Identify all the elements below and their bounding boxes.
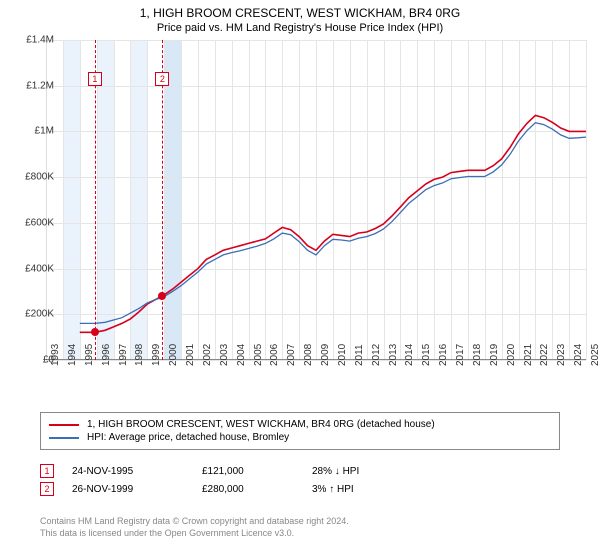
legend-label: 1, HIGH BROOM CRESCENT, WEST WICKHAM, BR…: [87, 419, 435, 430]
chart-title: 1, HIGH BROOM CRESCENT, WEST WICKHAM, BR…: [0, 0, 600, 20]
x-tick-label: 2023: [556, 344, 567, 366]
x-tick-label: 2020: [506, 344, 517, 366]
x-tick-label: 1997: [118, 344, 129, 366]
x-tick-label: 2017: [455, 344, 466, 366]
price-point-badge: 1: [88, 72, 102, 86]
x-tick-label: 2018: [472, 344, 483, 366]
x-tick-label: 2024: [573, 344, 584, 366]
legend: 1, HIGH BROOM CRESCENT, WEST WICKHAM, BR…: [40, 412, 560, 450]
transactions-table: 1 24-NOV-1995£121,00028% ↓ HPI 2 26-NOV-199…: [40, 462, 412, 498]
series-hpi: [80, 123, 586, 324]
legend-item: HPI: Average price, detached house, Brom…: [49, 431, 551, 444]
y-tick-label: £200K: [25, 309, 54, 320]
line-series: [46, 40, 586, 360]
x-tick-label: 2003: [219, 344, 230, 366]
legend-item: 1, HIGH BROOM CRESCENT, WEST WICKHAM, BR…: [49, 418, 551, 431]
x-tick-label: 2008: [303, 344, 314, 366]
x-tick-label: 2004: [236, 344, 247, 366]
transaction-badge: 1: [40, 464, 54, 478]
x-tick-label: 2021: [523, 344, 534, 366]
legend-swatch: [49, 437, 79, 439]
x-tick-label: 1999: [151, 344, 162, 366]
y-tick-label: £1.4M: [26, 35, 54, 46]
transaction-date: 26-NOV-1999: [72, 484, 202, 495]
x-tick-label: 2000: [168, 344, 179, 366]
price-point-marker: [158, 292, 166, 300]
transaction-badge: 2: [40, 482, 54, 496]
transaction-row: 2 26-NOV-1999£280,0003% ↑ HPI: [40, 480, 412, 498]
x-tick-label: 1994: [67, 344, 78, 366]
x-tick-label: 2001: [185, 344, 196, 366]
transaction-price: £280,000: [202, 484, 312, 495]
transaction-row: 1 24-NOV-1995£121,00028% ↓ HPI: [40, 462, 412, 480]
x-tick-label: 2010: [337, 344, 348, 366]
y-tick-label: £600K: [25, 217, 54, 228]
x-tick-label: 1993: [50, 344, 61, 366]
transaction-vs-hpi: 28% ↓ HPI: [312, 466, 412, 477]
footer-line2: This data is licensed under the Open Gov…: [40, 528, 349, 540]
y-tick-label: £800K: [25, 172, 54, 183]
legend-label: HPI: Average price, detached house, Brom…: [87, 432, 289, 443]
transaction-date: 24-NOV-1995: [72, 466, 202, 477]
y-tick-label: £1M: [35, 126, 54, 137]
marker-dashed-line: [162, 40, 163, 360]
x-tick-label: 2019: [489, 344, 500, 366]
marker-dashed-line: [95, 40, 96, 360]
x-tick-label: 2012: [371, 344, 382, 366]
x-tick-label: 2007: [286, 344, 297, 366]
x-tick-label: 2013: [388, 344, 399, 366]
x-tick-label: 2006: [269, 344, 280, 366]
x-tick-label: 2005: [253, 344, 264, 366]
x-tick-label: 2002: [202, 344, 213, 366]
chart-subtitle: Price paid vs. HM Land Registry's House …: [0, 20, 600, 40]
price-point-badge: 2: [155, 72, 169, 86]
transaction-vs-hpi: 3% ↑ HPI: [312, 484, 412, 495]
legend-swatch: [49, 424, 79, 426]
x-tick-label: 2022: [539, 344, 550, 366]
footer: Contains HM Land Registry data © Crown c…: [40, 516, 349, 539]
footer-line1: Contains HM Land Registry data © Crown c…: [40, 516, 349, 528]
x-tick-label: 1996: [101, 344, 112, 366]
x-tick-label: 2015: [421, 344, 432, 366]
gridline-v: [586, 40, 587, 360]
y-tick-label: £1.2M: [26, 80, 54, 91]
y-tick-label: £400K: [25, 263, 54, 274]
price-point-marker: [91, 328, 99, 336]
x-tick-label: 2025: [590, 344, 600, 366]
x-tick-label: 1995: [84, 344, 95, 366]
x-tick-label: 2014: [404, 344, 415, 366]
transaction-price: £121,000: [202, 466, 312, 477]
chart-container: 1, HIGH BROOM CRESCENT, WEST WICKHAM, BR…: [0, 0, 600, 560]
x-tick-label: 2011: [354, 344, 365, 366]
x-tick-label: 2009: [320, 344, 331, 366]
chart-area: 12 £0£200K£400K£600K£800K£1M£1.2M£1.4M 1…: [40, 40, 600, 400]
x-tick-label: 1998: [134, 344, 145, 366]
x-tick-label: 2016: [438, 344, 449, 366]
